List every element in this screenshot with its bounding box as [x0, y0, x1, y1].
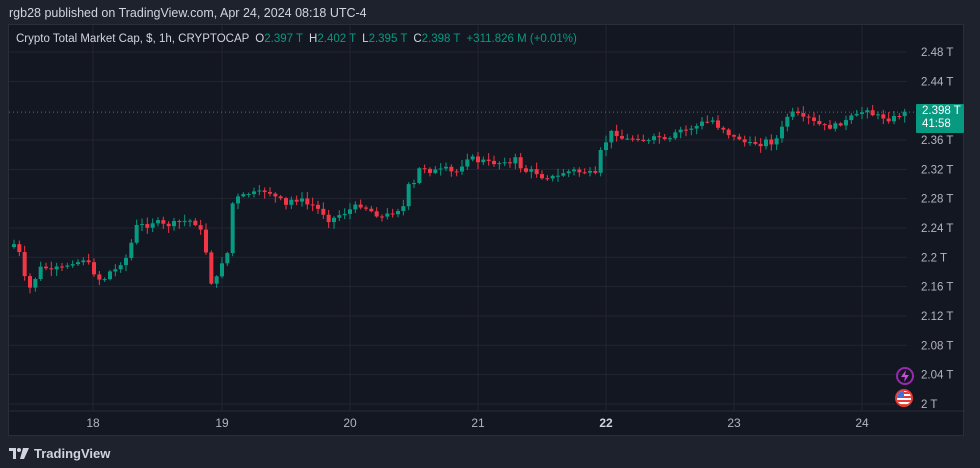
y-axis-tick-label: 2 T	[921, 399, 937, 411]
last-price-value: 2.398 T	[922, 105, 961, 117]
x-axis-tick-label: 21	[471, 416, 485, 430]
bar-countdown: 41:58	[922, 118, 951, 130]
y-axis-tick-label: 2.2 T	[921, 252, 947, 264]
publish-info: rgb28 published on TradingView.com, Apr …	[9, 6, 367, 20]
lightning-event-icon[interactable]	[896, 367, 914, 385]
y-axis-tick-label: 2.28 T	[921, 194, 953, 206]
tradingview-logo[interactable]: TradingView	[9, 446, 110, 461]
y-axis-tick-label: 2.48 T	[921, 47, 953, 59]
chart-frame[interactable]: Crypto Total Market Cap, $, 1h, CRYPTOCA…	[8, 24, 965, 437]
us-flag-event-icon[interactable]	[895, 389, 913, 407]
low-value: 2.395 T	[368, 33, 408, 45]
x-axis-tick-label: 22	[599, 416, 613, 430]
x-axis-tick-label: 24	[855, 416, 869, 430]
x-axis-tick-label: 23	[727, 416, 741, 430]
y-axis-tick-label: 2.04 T	[921, 370, 953, 382]
open-label: O	[255, 33, 265, 45]
x-axis-tick-label: 18	[86, 416, 100, 430]
high-label: H	[309, 33, 318, 45]
x-axis-tick-label: 20	[343, 416, 357, 430]
change-value: +311.826 M (+0.01%)	[466, 33, 577, 45]
close-value: 2.398 T	[421, 33, 461, 45]
y-axis-tick-label: 2.24 T	[921, 223, 953, 235]
x-axis-tick-label: 19	[215, 416, 229, 430]
y-axis-tick-label: 2.36 T	[921, 135, 953, 147]
candlestick-plot[interactable]: 2.48 T 2.44 T 2.36 T 2.32 T 2.28 T 2.24 T 2.2 …	[9, 25, 965, 437]
y-axis-tick-label: 2.44 T	[921, 76, 953, 88]
low-label: L	[362, 33, 369, 45]
chart-legend: Crypto Total Market Cap, $, 1h, CRYPTOCA…	[16, 33, 577, 45]
brand-name: TradingView	[34, 446, 111, 461]
y-axis-tick-label: 2.12 T	[921, 311, 953, 323]
last-price-tag: 2.398 T 41:58	[916, 104, 964, 133]
y-axis-tick-label: 2.08 T	[921, 340, 953, 352]
close-label: C	[413, 33, 422, 45]
open-value: 2.397 T	[264, 33, 304, 45]
y-axis-tick-label: 2.32 T	[921, 164, 953, 176]
tradingview-logo-icon	[9, 448, 29, 459]
y-axis-tick-label: 2.16 T	[921, 282, 953, 294]
high-value: 2.402 T	[317, 33, 357, 45]
symbol-description[interactable]: Crypto Total Market Cap, $, 1h, CRYPTOCA…	[16, 33, 250, 45]
